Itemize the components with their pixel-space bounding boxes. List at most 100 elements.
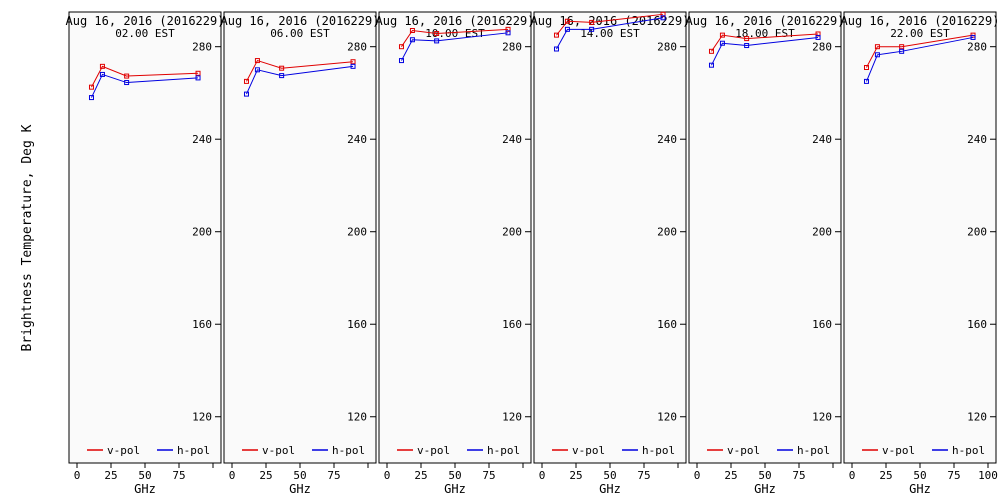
chart-panel-0: Aug 16, 2016 (2016229)02.00 EST 120 160 200… [66, 11, 225, 496]
legend-label-hpol: h-pol [797, 444, 830, 457]
chart-panel-3: Aug 16, 2016 (2016229)14.00 EST 120 160 200… [531, 11, 690, 496]
panels-group: Aug 16, 2016 (2016229)02.00 EST120160200… [66, 11, 1000, 496]
data-point [398, 44, 404, 50]
data-point [899, 44, 905, 50]
chart-panel-4: Aug 16, 2016 (2016229)18.00 EST120160200… [686, 11, 845, 496]
y-tick-label: 240 [192, 133, 212, 146]
x-axis-label: GHz [444, 482, 466, 496]
x-tick-label: 25 [724, 469, 737, 482]
y-tick-label: 120 [657, 411, 677, 424]
panel-title: Aug 16, 2016 (2016229) [66, 14, 225, 28]
data-point [874, 52, 880, 58]
legend-label-hpol: h-pol [177, 444, 210, 457]
panel-frame [688, 11, 842, 464]
data-point [254, 67, 260, 73]
data-point [899, 48, 905, 54]
legend-label-hpol: h-pol [952, 444, 985, 457]
x-axis-label: GHz [909, 482, 931, 496]
y-tick-label: 240 [347, 133, 367, 146]
panel-title: Aug 16, 2016 (2016229) [841, 14, 1000, 28]
x-tick-label: 50 [913, 469, 926, 482]
data-point [815, 34, 821, 40]
x-tick-label: 25 [414, 469, 427, 482]
y-tick-label: 120 [502, 411, 522, 424]
y-tick-label: 240 [657, 133, 677, 146]
y-tick-label: 240 [812, 133, 832, 146]
y-tick-label: 280 [967, 41, 987, 54]
y-tick-label: 280 [347, 41, 367, 54]
data-point [564, 18, 570, 24]
y-tick-label: 280 [812, 41, 832, 54]
x-tick-label: 75 [637, 469, 650, 482]
data-point [564, 26, 570, 32]
x-tick-label: 75 [482, 469, 495, 482]
panel-frame [843, 11, 997, 464]
legend-label-vpol: v-pol [882, 444, 915, 457]
legend-label-vpol: v-pol [107, 444, 140, 457]
data-point [88, 84, 94, 90]
data-point [719, 32, 725, 38]
panel-subtitle: 14.00 EST [580, 27, 640, 40]
y-tick-label: 160 [657, 318, 677, 331]
series-line-vpol [401, 28, 509, 47]
x-tick-label: 25 [879, 469, 892, 482]
panel-title: Aug 16, 2016 (2016229) [531, 14, 690, 28]
series-line-vpol [711, 33, 819, 52]
data-point [815, 31, 821, 37]
series-line-hpol [91, 73, 199, 98]
data-point [243, 78, 249, 84]
panel-frame [533, 11, 687, 464]
data-point [719, 40, 725, 46]
data-point [99, 63, 105, 69]
x-tick-label: 75 [792, 469, 805, 482]
x-tick-label: 50 [603, 469, 616, 482]
panel-subtitle: 02.00 EST [115, 27, 175, 40]
x-tick-label: 50 [138, 469, 151, 482]
series-line-hpol [556, 17, 664, 50]
series-line-hpol [401, 32, 509, 61]
x-axis-label: GHz [599, 482, 621, 496]
data-point [589, 26, 595, 32]
x-tick-label: 100 [978, 469, 998, 482]
data-point [279, 73, 285, 79]
panel-title: Aug 16, 2016 (2016229) [686, 14, 845, 28]
series-line-hpol [246, 65, 354, 95]
panel-subtitle: 06.00 EST [270, 27, 330, 40]
data-point [505, 30, 511, 36]
data-point [279, 65, 285, 71]
data-point [863, 78, 869, 84]
data-point [744, 43, 750, 49]
y-tick-label: 120 [347, 411, 367, 424]
data-point [970, 34, 976, 40]
data-point [350, 63, 356, 69]
y-tick-label: 240 [967, 133, 987, 146]
y-tick-label: 200 [967, 226, 987, 239]
x-tick-label: 50 [758, 469, 771, 482]
data-point [99, 71, 105, 77]
y-tick-label: 120 [967, 411, 987, 424]
data-point [434, 31, 440, 37]
series-line-vpol [866, 34, 974, 68]
y-tick-label: 240 [502, 133, 522, 146]
y-tick-label: 200 [812, 226, 832, 239]
y-tick-label: 120 [812, 411, 832, 424]
chart-panel-5: Aug 16, 2016 (2016229)22.00 EST 120 160 200… [841, 11, 1000, 496]
legend-label-vpol: v-pol [262, 444, 295, 457]
y-tick-label: 280 [502, 41, 522, 54]
x-axis-label: GHz [289, 482, 311, 496]
series-line-vpol [91, 65, 199, 88]
data-point [434, 38, 440, 44]
x-tick-label: 25 [569, 469, 582, 482]
series-line-hpol [711, 36, 819, 66]
chart-panel-1: Aug 16, 2016 (2016229)06.00 EST 120 160 200… [221, 11, 379, 496]
y-tick-label: 200 [657, 226, 677, 239]
data-point [409, 28, 415, 34]
data-point [88, 95, 94, 101]
x-tick-label: 0 [74, 469, 81, 482]
y-tick-label: 160 [192, 318, 212, 331]
y-tick-label: 200 [192, 226, 212, 239]
data-point [553, 32, 559, 38]
y-tick-label: 280 [657, 41, 677, 54]
x-axis-label: GHz [134, 482, 156, 496]
